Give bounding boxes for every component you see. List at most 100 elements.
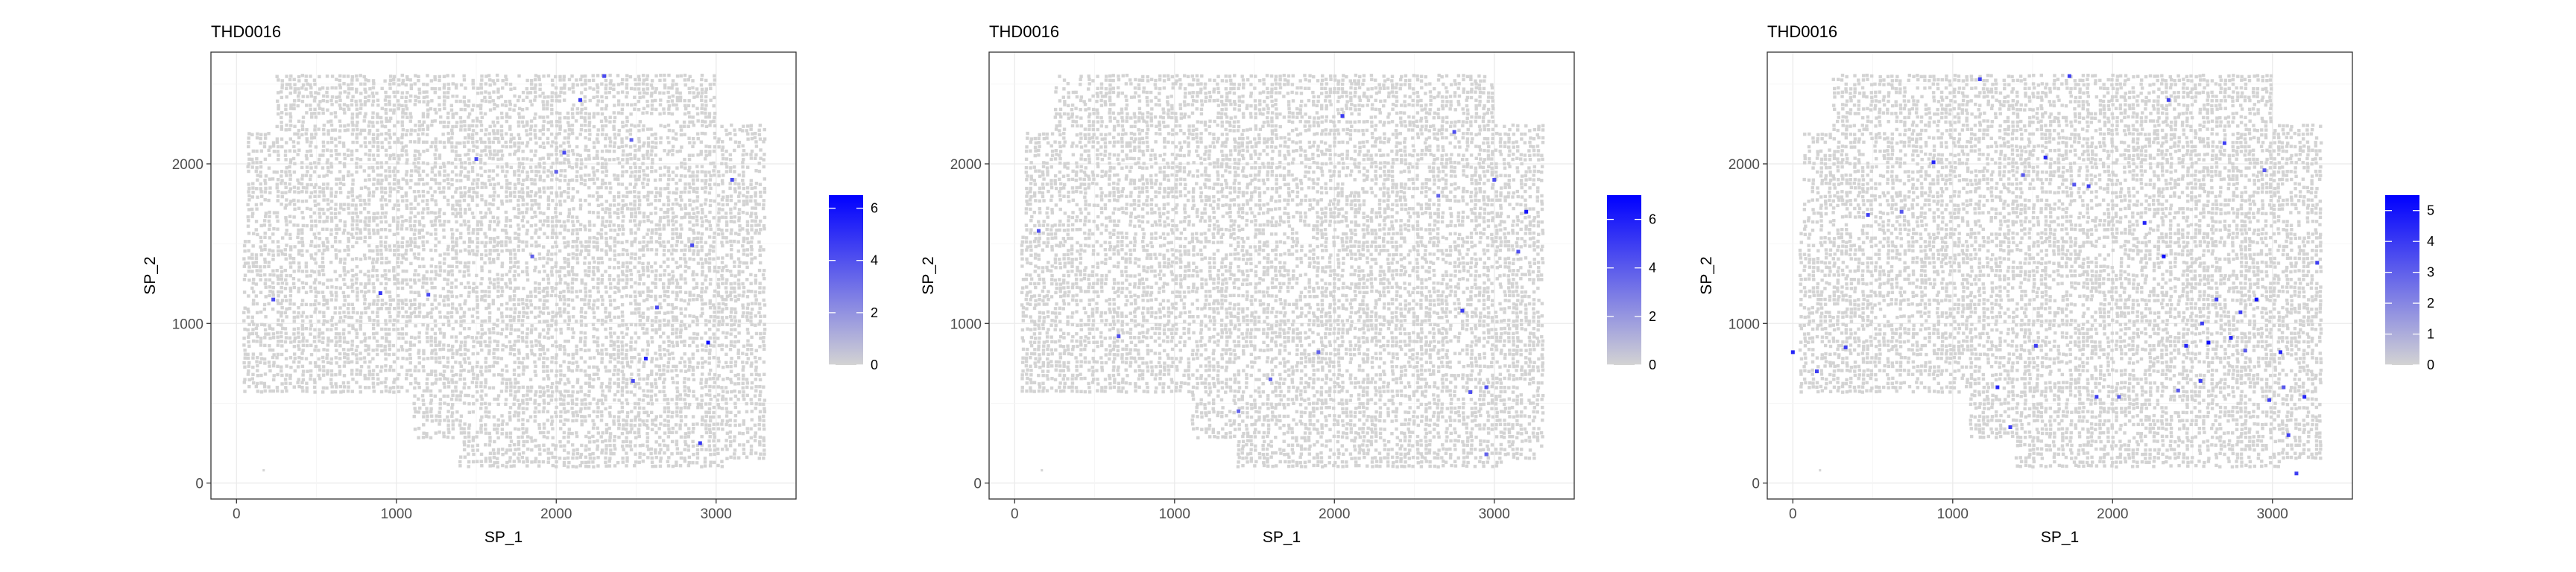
tissue-spot [256, 390, 260, 393]
tissue-spot [434, 343, 438, 348]
tissue-spot [730, 247, 733, 252]
tissue-spot [662, 372, 666, 376]
tissue-spot [675, 261, 678, 264]
tissue-spot [608, 405, 612, 410]
tissue-spot [455, 372, 458, 377]
tissue-spot [342, 328, 346, 332]
tissue-spot [322, 194, 326, 198]
tissue-spot [525, 340, 528, 344]
tissue-spot [426, 336, 429, 340]
tissue-spot [749, 199, 753, 203]
tissue-spot [625, 436, 628, 439]
tissue-spot [517, 339, 520, 343]
tissue-spot [422, 431, 426, 435]
tissue-spot [666, 219, 671, 223]
tissue-spot [363, 220, 367, 223]
tissue-spot [654, 212, 657, 215]
tissue-spot [712, 405, 716, 410]
tissue-spot [687, 357, 691, 361]
tissue-spot [657, 376, 662, 381]
tissue-spot [355, 360, 359, 365]
tissue-spot [254, 220, 259, 223]
tissue-spot [339, 390, 343, 394]
tissue-spot [662, 385, 666, 390]
tissue-spot [534, 444, 537, 448]
tissue-spot [359, 228, 362, 232]
tissue-spot [654, 448, 657, 452]
tissue-spot [304, 199, 309, 203]
tissue-spot [687, 389, 691, 393]
tissue-spot [334, 290, 338, 295]
tissue-spot [309, 361, 312, 365]
tissue-spot [364, 178, 367, 182]
tissue-spot [388, 340, 391, 344]
tissue-spot [346, 270, 350, 274]
tissue-spot [554, 211, 558, 214]
tissue-spot [367, 278, 371, 282]
tissue-spot [293, 207, 297, 211]
tissue-spot [604, 200, 608, 203]
tissue-spot [613, 381, 616, 385]
tissue-spot [729, 211, 733, 215]
tissue-spot [367, 274, 370, 278]
tissue-spot [621, 264, 625, 269]
tissue-spot [687, 182, 691, 186]
tissue-spot [413, 407, 417, 410]
tissue-spot [350, 268, 354, 273]
tissue-spot [579, 385, 583, 390]
tissue-spot [408, 224, 413, 228]
tissue-spot [546, 323, 550, 328]
tissue-spot [654, 456, 658, 460]
tissue-spot [704, 349, 708, 352]
tissue-spot [749, 290, 754, 293]
tissue-spot [541, 344, 545, 349]
tissue-spot [737, 208, 742, 212]
tissue-spot [479, 430, 483, 434]
tissue-spot [472, 452, 476, 457]
tissue-spot [570, 394, 574, 398]
tissue-spot [251, 186, 255, 190]
tissue-spot [757, 311, 761, 314]
tissue-spot [704, 423, 708, 427]
tissue-spot [254, 294, 258, 298]
tissue-spot [724, 414, 729, 418]
tissue-spot [762, 402, 765, 406]
tissue-spot [687, 240, 691, 244]
tissue-spot [641, 419, 645, 423]
tissue-spot [550, 285, 554, 290]
tissue-spot [404, 194, 408, 198]
tissue-spot [514, 286, 517, 290]
tissue-spot [657, 327, 662, 331]
tissue-spot [441, 355, 446, 360]
tissue-spot [301, 343, 306, 347]
tissue-spot [397, 185, 401, 189]
tissue-spot [467, 290, 471, 294]
tissue-spot [408, 381, 413, 386]
tissue-spot [371, 282, 375, 286]
tissue-spot [537, 340, 541, 344]
tissue-spot [579, 177, 584, 181]
tissue-spot [579, 241, 583, 244]
tissue-spot [758, 345, 762, 349]
tissue-spot [525, 186, 530, 190]
tissue-spot [454, 389, 458, 393]
tissue-spot [633, 423, 637, 428]
tissue-spot [512, 273, 517, 278]
tissue-spot [484, 365, 488, 369]
tissue-spot [293, 369, 297, 373]
tissue-spot [425, 203, 429, 206]
tissue-spot [633, 311, 637, 315]
tissue-spot [420, 228, 424, 232]
tissue-spot [247, 194, 251, 198]
tissue-spot [695, 236, 700, 241]
tissue-spot [695, 397, 699, 401]
tissue-spot [379, 198, 383, 202]
tissue-spot [371, 349, 375, 352]
tissue-spot [491, 327, 496, 331]
tissue-spot [750, 224, 754, 228]
tissue-spot [455, 349, 459, 353]
tissue-spot [409, 174, 413, 177]
tissue-spot [417, 182, 421, 186]
tissue-spot [246, 372, 250, 376]
tissue-spot [562, 461, 566, 465]
